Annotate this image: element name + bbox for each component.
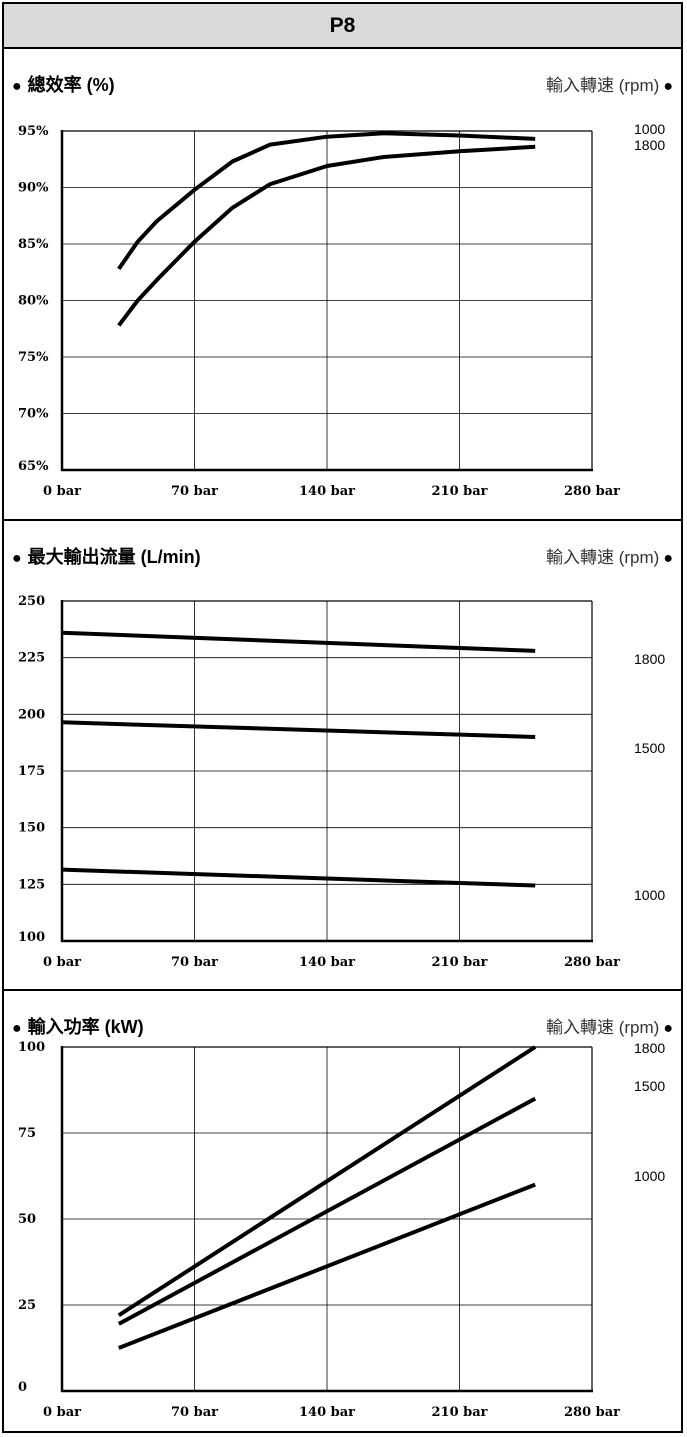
efficiency-rpm-title: 輸入轉速 (rpm) ● — [546, 71, 673, 96]
series-line-1000 — [118, 1182, 536, 1350]
flow-rpm-title: 輸入轉速 (rpm) ● — [546, 543, 673, 568]
y-tick-label: 0 — [18, 1380, 27, 1395]
x-tick-label: 280 bar — [564, 955, 620, 970]
flow-panel-title: ● 最大輸出流量 (L/min) — [12, 543, 201, 569]
series-line-1000 — [117, 131, 536, 271]
y-tick-label: 70% — [18, 407, 49, 422]
series-line-1500 — [117, 1096, 537, 1326]
y-tick-label: 150 — [18, 821, 45, 836]
y-tick-label: 100 — [18, 1040, 45, 1055]
x-tick-label: 0 bar — [43, 1405, 81, 1420]
x-tick-label: 210 bar — [431, 1405, 487, 1420]
power-panel: ● 輸入功率 (kW) 輸入轉速 (rpm) ● 0 bar 70 bar 140 ba… — [4, 991, 681, 1435]
y-tick-label: 250 — [18, 594, 45, 609]
x-tick-label: 280 bar — [564, 1405, 620, 1420]
x-tick-label: 0 bar — [43, 484, 81, 499]
flow-panel: ● 最大輸出流量 (L/min) 輸入轉速 (rpm) ● 0 bar 70 bar 1… — [4, 521, 681, 991]
rpm-label-1500: 1500 — [634, 1078, 665, 1094]
series-line-1500 — [61, 720, 536, 739]
y-tick-label: 25 — [18, 1298, 36, 1313]
power-panel-title: ● 輸入功率 (kW) — [12, 1013, 144, 1039]
y-tick-label: 100 — [18, 930, 45, 945]
rpm-label-1000: 1000 — [634, 887, 665, 903]
efficiency-panel: ● 總效率 (%) 輸入轉速 (rpm) ● 0 bar 70 bar 140 bar 2… — [4, 49, 681, 521]
flow-title-text: 最大輸出流量 (L/min) — [27, 547, 201, 567]
rpm-label-1000: 1000 — [634, 1168, 665, 1184]
rpm-label-1500: 1500 — [634, 740, 665, 756]
rpm-label-1800: 1800 — [634, 1040, 665, 1056]
rpm-title-text: 輸入轉速 (rpm) — [546, 76, 660, 95]
y-tick-label: 50 — [18, 1212, 36, 1227]
model-header: P8 — [4, 4, 681, 49]
power-title-text: 輸入功率 (kW) — [27, 1017, 144, 1037]
bullet-icon: ● — [12, 550, 22, 567]
x-tick-label: 140 bar — [299, 1405, 355, 1420]
x-tick-label: 140 bar — [299, 955, 355, 970]
efficiency-panel-title: ● 總效率 (%) — [12, 71, 115, 97]
flow-chart: 0 bar 70 bar 140 bar 210 bar 280 bar 100 125 15… — [18, 594, 665, 970]
bullet-icon: ● — [663, 1020, 673, 1037]
y-tick-label: 95% — [18, 124, 49, 139]
series-line-1800 — [117, 1045, 537, 1317]
rpm-title-text: 輸入轉速 (rpm) — [546, 1018, 660, 1037]
y-tick-label: 65% — [18, 459, 49, 474]
x-tick-label: 210 bar — [431, 484, 487, 499]
power-rpm-title: 輸入轉速 (rpm) ● — [546, 1013, 673, 1038]
efficiency-chart: 0 bar 70 bar 140 bar 210 bar 280 bar 65% 70% 75… — [18, 121, 665, 499]
y-tick-label: 80% — [18, 294, 49, 309]
rpm-title-text: 輸入轉速 (rpm) — [546, 548, 660, 567]
x-tick-label: 70 bar — [171, 1405, 218, 1420]
x-tick-label: 210 bar — [431, 955, 487, 970]
x-tick-label: 70 bar — [171, 955, 218, 970]
y-tick-label: 225 — [18, 651, 45, 666]
rpm-label-1800: 1800 — [634, 651, 665, 667]
bullet-icon: ● — [663, 550, 673, 567]
bullet-icon: ● — [663, 78, 673, 95]
x-tick-label: 280 bar — [564, 484, 620, 499]
series-line-1000 — [61, 867, 536, 888]
y-tick-label: 90% — [18, 181, 49, 196]
y-tick-label: 200 — [18, 707, 45, 722]
series-line-1800 — [117, 144, 536, 327]
rpm-label-1000: 1000 — [634, 121, 665, 137]
y-tick-label: 85% — [18, 237, 49, 252]
x-tick-label: 140 bar — [299, 484, 355, 499]
rpm-label-1800: 1800 — [634, 137, 665, 153]
x-tick-label: 0 bar — [43, 955, 81, 970]
bullet-icon: ● — [12, 1020, 22, 1037]
y-tick-label: 175 — [18, 764, 45, 779]
y-tick-label: 75% — [18, 350, 49, 365]
y-tick-label: 75 — [18, 1126, 36, 1141]
power-chart: 0 bar 70 bar 140 bar 210 bar 280 bar 0 25 50 75 1… — [18, 1040, 665, 1420]
x-tick-label: 70 bar — [171, 484, 218, 499]
bullet-icon: ● — [12, 78, 22, 95]
y-tick-label: 125 — [18, 877, 45, 892]
series-line-1800 — [61, 630, 536, 653]
efficiency-title-text: 總效率 (%) — [27, 75, 115, 95]
